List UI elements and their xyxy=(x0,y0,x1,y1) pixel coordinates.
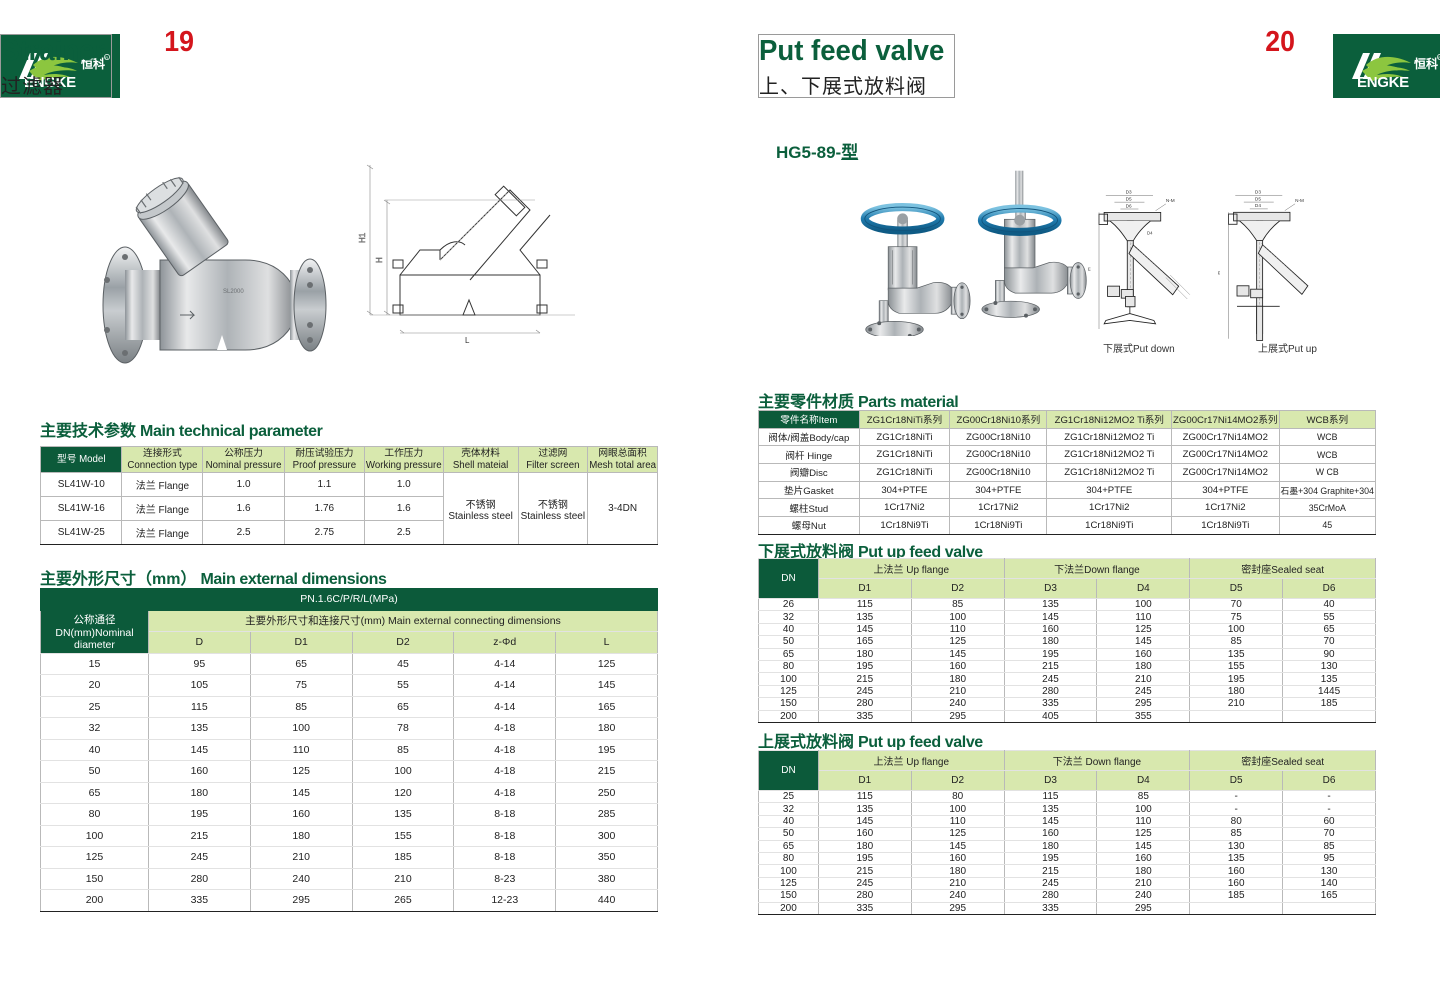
svg-text:D4: D4 xyxy=(1147,231,1153,236)
svg-text:H: H xyxy=(1218,271,1221,274)
svg-text:D5: D5 xyxy=(1126,196,1132,201)
svg-text:D4: D4 xyxy=(1255,203,1261,208)
svg-text:D6: D6 xyxy=(1126,203,1132,208)
svg-text:D3: D3 xyxy=(1255,190,1261,195)
svg-text:L: L xyxy=(465,336,470,345)
svg-text:N-M: N-M xyxy=(1295,198,1304,203)
svg-text:恒科: 恒科 xyxy=(1414,56,1438,71)
svg-text:H: H xyxy=(375,257,384,263)
svg-text:H1: H1 xyxy=(358,232,367,243)
svg-text:D5: D5 xyxy=(1255,196,1261,201)
svg-text:H: H xyxy=(1088,267,1091,271)
svg-text:D3: D3 xyxy=(1126,190,1132,195)
svg-text:N-M: N-M xyxy=(1166,198,1175,203)
svg-text:SL2000: SL2000 xyxy=(223,289,244,295)
svg-text:ENGKE: ENGKE xyxy=(1357,74,1409,91)
